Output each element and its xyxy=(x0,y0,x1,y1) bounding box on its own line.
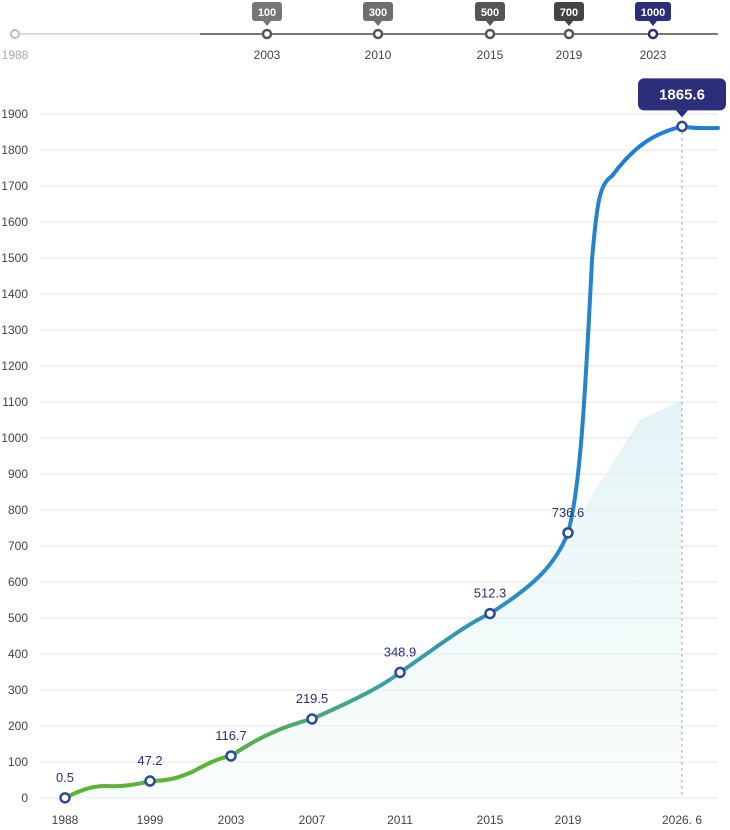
series-line xyxy=(63,124,720,800)
milestone-badge-label: 700 xyxy=(560,7,578,19)
milestone-dot xyxy=(563,28,575,40)
data-point xyxy=(225,750,237,762)
x-tick-label: 2019 xyxy=(555,813,582,827)
y-tick-label: 1300 xyxy=(1,323,28,337)
timeline-start-dot xyxy=(10,29,20,39)
y-tick-label: 200 xyxy=(8,719,28,733)
milestone-year: 2010 xyxy=(365,48,392,62)
data-point xyxy=(59,792,71,804)
y-tick-label: 900 xyxy=(8,467,28,481)
milestone-badge xyxy=(475,2,505,21)
x-tick-label: 2026. 6 xyxy=(662,813,702,827)
data-label: 116.7 xyxy=(215,728,247,743)
area-fill xyxy=(65,400,682,798)
data-label: 0.5 xyxy=(56,770,74,785)
timeline-start-year: 1988 xyxy=(2,48,29,62)
milestone-dot xyxy=(484,28,496,40)
milestone-badge-label: 300 xyxy=(369,7,387,19)
data-label: 47.2 xyxy=(137,753,162,768)
milestone-badge-label: 500 xyxy=(481,7,499,19)
x-tick-label: 1999 xyxy=(137,813,164,827)
y-tick-label: 400 xyxy=(8,647,28,661)
milestone-dot xyxy=(372,28,384,40)
milestone-year: 2019 xyxy=(556,48,583,62)
data-label: 348.9 xyxy=(384,644,417,659)
highlight-callout xyxy=(638,78,726,111)
x-tick-label: 2015 xyxy=(477,813,504,827)
y-tick-label: 1200 xyxy=(1,359,28,373)
milestone-badge xyxy=(363,2,393,21)
y-tick-label: 100 xyxy=(8,755,28,769)
y-tick-label: 1800 xyxy=(1,143,28,157)
data-point xyxy=(676,120,688,133)
milestone-badge-pointer xyxy=(565,21,573,26)
highlight-callout-pointer xyxy=(676,110,688,118)
milestone-badge-label: 100 xyxy=(258,7,276,19)
y-tick-label: 1100 xyxy=(2,395,28,409)
data-point xyxy=(144,775,156,787)
data-point xyxy=(306,713,318,725)
data-label: 512.3 xyxy=(474,586,507,601)
milestone-badge-pointer xyxy=(263,21,271,26)
y-tick-label: 1500 xyxy=(1,251,28,265)
y-tick-label: 1700 xyxy=(1,179,28,193)
milestone-badge-pointer xyxy=(649,21,657,26)
milestone-year: 2023 xyxy=(640,48,667,62)
x-tick-label: 2003 xyxy=(218,813,245,827)
data-label: 736.6 xyxy=(552,505,585,520)
data-label: 219.5 xyxy=(296,691,329,706)
milestone-badge xyxy=(635,2,671,21)
y-tick-label: 1600 xyxy=(1,215,28,229)
data-point xyxy=(562,527,574,539)
milestone-badge-label: 1000 xyxy=(641,7,665,19)
y-tick-label: 300 xyxy=(8,683,28,697)
y-tick-label: 700 xyxy=(8,539,28,553)
milestone-badge xyxy=(252,2,282,21)
y-tick-label: 600 xyxy=(8,575,28,589)
x-tick-label: 2011 xyxy=(387,813,413,827)
milestone-badge-pointer xyxy=(374,21,382,26)
milestone-badge-pointer xyxy=(486,21,494,26)
milestone-year: 2003 xyxy=(254,48,281,62)
x-tick-label: 1988 xyxy=(52,813,79,827)
highlight-value-label: 1865.6 xyxy=(659,86,705,103)
milestone-badge xyxy=(554,2,584,21)
milestone-dot xyxy=(261,28,273,40)
milestone-year: 2015 xyxy=(477,48,504,62)
y-tick-label: 1400 xyxy=(1,287,28,301)
y-tick-label: 1900 xyxy=(1,107,28,121)
data-point xyxy=(484,607,496,620)
x-tick-label: 2007 xyxy=(299,813,326,827)
y-tick-label: 800 xyxy=(8,503,28,517)
y-tick-label: 0 xyxy=(21,791,28,805)
y-tick-label: 1000 xyxy=(1,431,28,445)
milestone-dot xyxy=(647,28,659,40)
data-point xyxy=(394,666,406,679)
y-tick-label: 500 xyxy=(8,611,28,625)
